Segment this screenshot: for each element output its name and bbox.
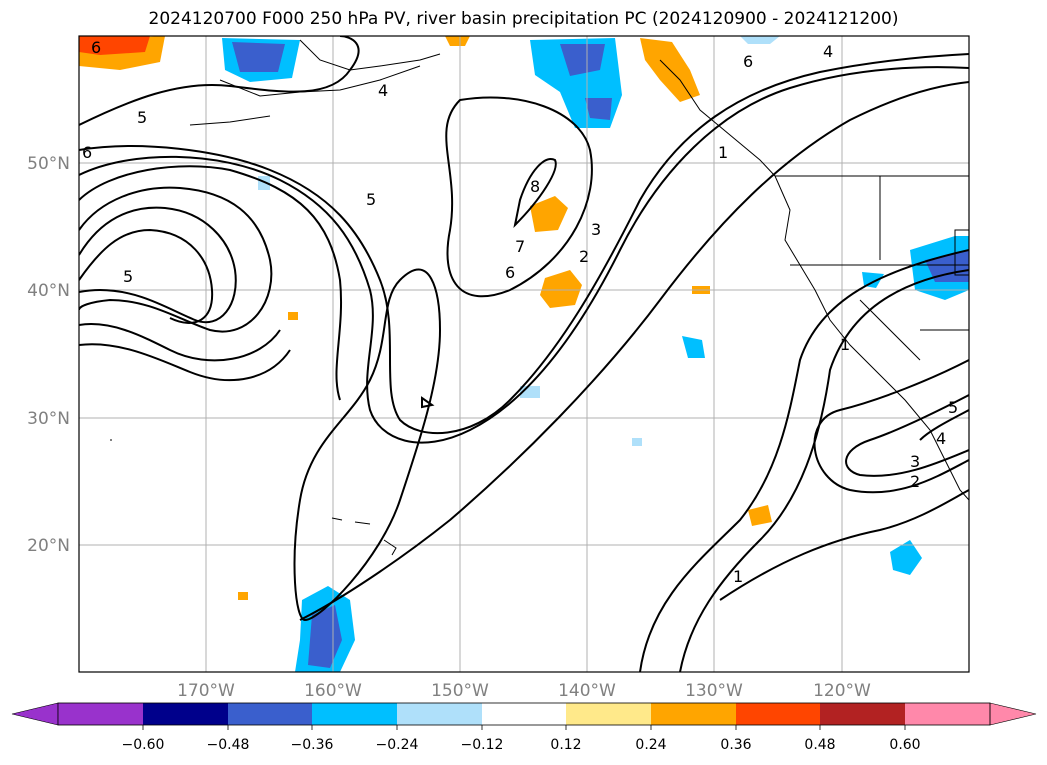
precip-dot bbox=[238, 592, 248, 600]
precip-dot bbox=[632, 438, 642, 446]
precip-blob-negative-strong bbox=[560, 44, 605, 76]
colorbar-tick-label: 0.48 bbox=[804, 737, 835, 753]
colorbar-segment bbox=[651, 703, 736, 725]
precip-blob-positive bbox=[748, 505, 772, 526]
colorbar-tick-label: −0.60 bbox=[122, 737, 165, 753]
latitude-label: 30°N bbox=[27, 409, 70, 429]
contour-label-group: 6 5 6 5 4 5 8 7 6 2 3 6 4 1 1 5 4 3 2 1 bbox=[82, 38, 958, 586]
precip-blob-negative bbox=[682, 336, 705, 358]
colorbar-outline bbox=[57, 702, 991, 726]
precip-blob-negative-strong bbox=[232, 42, 285, 72]
latitude-label: 50°N bbox=[27, 154, 70, 174]
precip-blob-negative bbox=[890, 540, 922, 575]
precip-blob-positive bbox=[540, 270, 582, 308]
map-title: 2024120700 F000 250 hPa PV, river basin … bbox=[148, 9, 899, 29]
contour-label: 3 bbox=[910, 452, 920, 471]
colorbar-low-extension bbox=[11, 702, 59, 726]
longitude-label: 120°W bbox=[813, 681, 871, 701]
longitude-label: 170°W bbox=[177, 681, 235, 701]
precip-blob-positive-strong bbox=[79, 36, 150, 55]
latitude-label-group: 50°N 40°N 30°N 20°N bbox=[27, 154, 70, 556]
colorbar-tick-label: −0.24 bbox=[376, 737, 419, 753]
precip-blob-positive bbox=[445, 36, 470, 46]
colorbar-tick-label: 0.60 bbox=[889, 737, 920, 753]
contour-label: 1 bbox=[840, 335, 850, 354]
latitude-label: 40°N bbox=[27, 281, 70, 301]
contour-label: 5 bbox=[948, 398, 958, 417]
longitude-label-group: 170°W 160°W 150°W 140°W 130°W 120°W bbox=[177, 681, 871, 701]
precip-shading bbox=[79, 36, 969, 672]
colorbar-segment bbox=[566, 703, 651, 725]
contour-label: 6 bbox=[743, 52, 753, 71]
colorbar-high-extension bbox=[989, 702, 1037, 726]
pv-contours bbox=[79, 36, 969, 672]
colorbar-segment bbox=[736, 703, 820, 725]
contour-label: 4 bbox=[823, 42, 833, 61]
colorbar-segment bbox=[820, 703, 905, 725]
longitude-label: 140°W bbox=[558, 681, 616, 701]
precip-blob-negative bbox=[740, 36, 780, 44]
colorbar-segment bbox=[397, 703, 482, 725]
contour-label: 4 bbox=[936, 429, 946, 448]
contour-label: 6 bbox=[91, 38, 101, 57]
contour-label: 4 bbox=[378, 81, 388, 100]
colorbar-tick-label: 0.36 bbox=[720, 737, 751, 753]
colorbar-segment bbox=[143, 703, 228, 725]
map-frame bbox=[78, 35, 970, 673]
map-background bbox=[79, 36, 969, 672]
longitude-label: 160°W bbox=[304, 681, 362, 701]
contour-label: 1 bbox=[733, 567, 743, 586]
contour-label: 5 bbox=[366, 190, 376, 209]
colorbar: −0.60 −0.48 −0.36 −0.24 −0.12 0.12 0.24 … bbox=[11, 702, 1037, 753]
contour-label: 1 bbox=[718, 143, 728, 162]
precip-blob-negative-strong bbox=[585, 98, 612, 120]
precip-dot bbox=[288, 312, 298, 320]
colorbar-tick-label: 0.12 bbox=[550, 737, 581, 753]
colorbar-tick-label: −0.12 bbox=[461, 737, 504, 753]
contour-label: 5 bbox=[137, 108, 147, 127]
colorbar-tick-label: −0.48 bbox=[207, 737, 250, 753]
longitude-label: 130°W bbox=[685, 681, 743, 701]
colorbar-segment bbox=[228, 703, 312, 725]
contour-label: 5 bbox=[123, 267, 133, 286]
precip-blob-positive bbox=[530, 196, 568, 232]
contour-label: 2 bbox=[910, 472, 920, 491]
colorbar-segment bbox=[58, 703, 143, 725]
contour-label: 6 bbox=[82, 143, 92, 162]
contour-label: 7 bbox=[515, 237, 525, 256]
contour-label: 6 bbox=[505, 263, 515, 282]
colorbar-segment bbox=[482, 703, 566, 725]
contour-label: 8 bbox=[530, 177, 540, 196]
contour-label: 3 bbox=[591, 220, 601, 239]
contour-label: 2 bbox=[579, 247, 589, 266]
colorbar-segment bbox=[312, 703, 397, 725]
colorbar-segment bbox=[905, 703, 990, 725]
colorbar-tick-label: −0.36 bbox=[291, 737, 334, 753]
colorbar-tick-label: 0.24 bbox=[635, 737, 666, 753]
longitude-label: 150°W bbox=[431, 681, 489, 701]
latitude-label: 20°N bbox=[27, 536, 70, 556]
